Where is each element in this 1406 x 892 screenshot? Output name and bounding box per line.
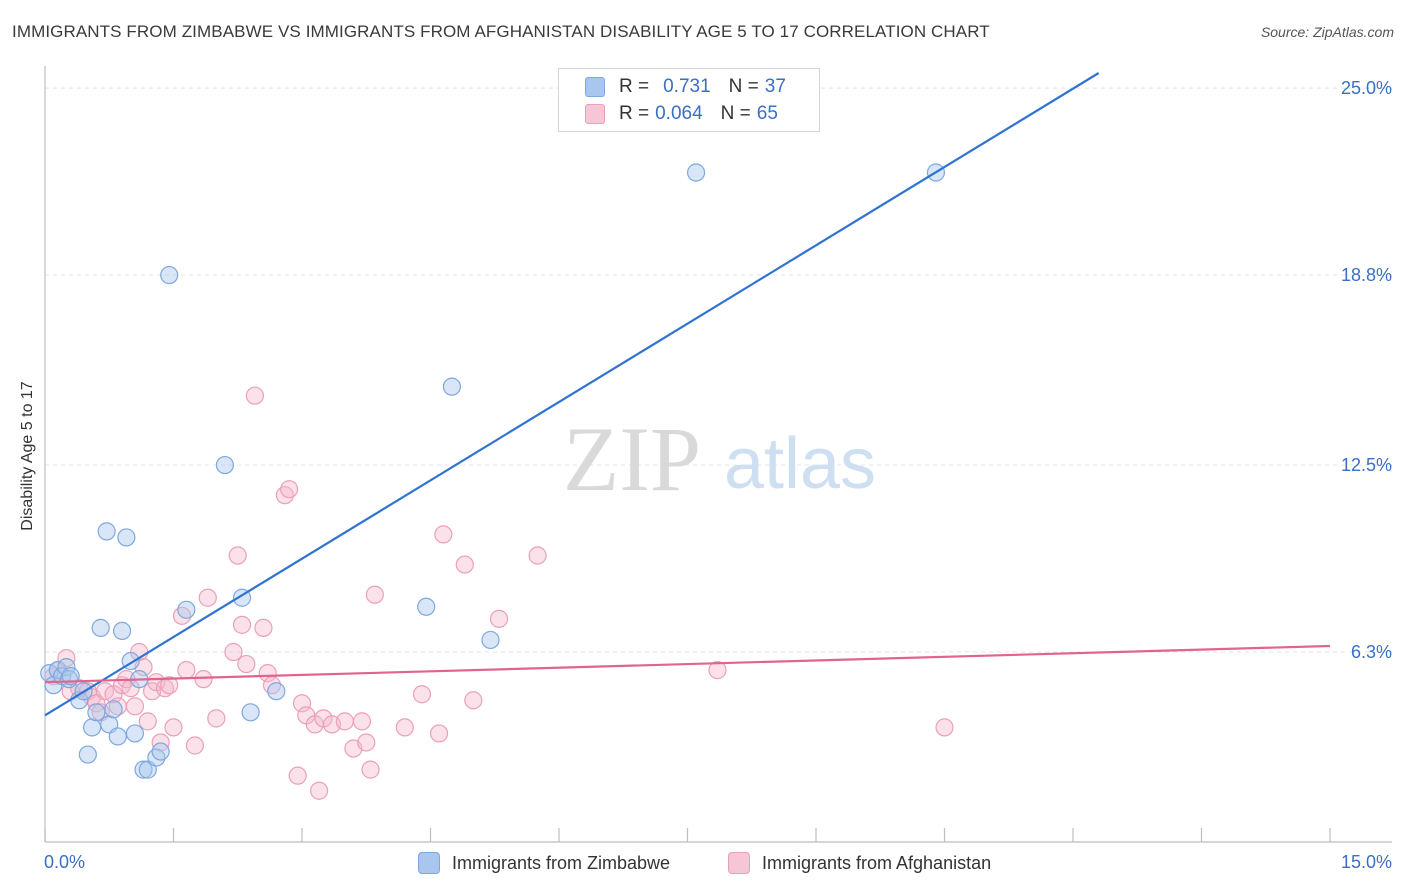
chart-title: IMMIGRANTS FROM ZIMBABWE VS IMMIGRANTS F… xyxy=(12,22,990,41)
afghanistan-point-32 xyxy=(228,546,247,565)
zimbabwe-point-25 xyxy=(151,742,170,761)
afghanistan-point-36 xyxy=(254,618,273,637)
afghanistan-point-45 xyxy=(310,781,329,800)
afghanistan-point-57 xyxy=(434,525,453,544)
zimbabwe-point-15 xyxy=(104,700,123,719)
afghanistan-point-50 xyxy=(352,712,372,731)
legend-row-zimbabwe: R = 0.731 N = 37 xyxy=(585,74,786,100)
zimbabwe-trend-line xyxy=(44,72,1100,717)
afghanistan-point-42 xyxy=(292,694,312,713)
correlation-legend: R = 0.731 N = 37 R = 0.064 N = 65 xyxy=(558,68,820,132)
legend-row-afghanistan: R = 0.064 N = 65 xyxy=(585,101,778,127)
zimbabwe-point-5 xyxy=(59,670,79,689)
series-name-afghanistan: Immigrants from Afghanistan xyxy=(762,852,992,873)
afghanistan-point-26 xyxy=(177,661,196,680)
x-tick-min: 0.0% xyxy=(44,852,86,872)
zimbabwe-point-18 xyxy=(117,528,136,547)
zimbabwe-point-33 xyxy=(442,377,462,396)
afghanistan-point-28 xyxy=(194,670,213,689)
zimbabwe-point-10 xyxy=(83,718,102,737)
legend-n-value: 65 xyxy=(756,103,778,124)
afghanistan-point-59 xyxy=(464,691,483,710)
x-tick-max: 15.0% xyxy=(1340,852,1392,872)
series-swatch-afghanistan xyxy=(728,852,750,874)
afghanistan-point-52 xyxy=(361,760,380,779)
y-tick-labels: 6.3% 12.5% 18.8% 25.0% xyxy=(1341,78,1392,662)
zimbabwe-point-17 xyxy=(112,621,132,641)
y-tick-label-0: 6.3% xyxy=(1351,642,1392,662)
afghanistan-point-51 xyxy=(357,733,376,752)
y-axis-label: Disability Age 5 to 17 xyxy=(19,381,36,531)
afghanistan-point-37 xyxy=(258,664,277,683)
series-swatch-zimbabwe xyxy=(418,852,440,874)
afghanistan-point-48 xyxy=(335,712,354,731)
zimbabwe-point-20 xyxy=(125,724,145,743)
legend-r-label: R = xyxy=(619,103,650,124)
afghanistan-point-18 xyxy=(138,712,157,731)
legend-n-label: N = xyxy=(720,103,751,124)
zimbabwe-point-34 xyxy=(481,630,500,650)
source-label: Source: ZipAtlas.com xyxy=(1260,24,1394,40)
legend-swatch-afghanistan xyxy=(585,104,605,124)
afghanistan-trend-line xyxy=(44,644,1331,684)
legend-swatch-zimbabwe xyxy=(585,77,605,97)
afghanistan-point-29 xyxy=(198,588,217,607)
zimbabwe-points xyxy=(40,163,946,779)
zimbabwe-point-13 xyxy=(97,522,116,541)
legend-r-value: 0.731 xyxy=(663,76,711,97)
afghanistan-point-40 xyxy=(280,480,299,499)
afghanistan-point-24 xyxy=(164,718,183,737)
afghanistan-point-33 xyxy=(232,615,252,634)
zimbabwe-point-27 xyxy=(177,600,196,619)
afghanistan-point-63 xyxy=(935,718,954,737)
axes xyxy=(44,66,1392,843)
zimbabwe-point-22 xyxy=(134,760,153,779)
series-name-zimbabwe: Immigrants from Zimbabwe xyxy=(452,852,671,873)
series-legend-afghanistan[interactable]: Immigrants from Afghanistan xyxy=(728,852,991,874)
afghanistan-point-30 xyxy=(207,709,226,728)
zimbabwe-point-30 xyxy=(241,703,260,722)
afghanistan-point-55 xyxy=(412,685,432,704)
afghanistan-point-58 xyxy=(455,555,474,574)
y-tick-label-2: 18.8% xyxy=(1341,265,1392,285)
legend-n-label: N = xyxy=(728,76,759,97)
y-tick-label-3: 25.0% xyxy=(1341,78,1392,98)
zimbabwe-point-28 xyxy=(215,455,234,475)
afghanistan-point-54 xyxy=(395,718,414,737)
afghanistan-point-53 xyxy=(365,585,384,604)
watermark-zip: ZIP xyxy=(563,408,701,510)
watermark: ZIP atlas xyxy=(563,408,876,510)
legend-r-value: 0.064 xyxy=(655,103,703,124)
afghanistan-point-41 xyxy=(288,766,307,785)
zimbabwe-point-32 xyxy=(417,597,436,616)
afghanistan-point-60 xyxy=(489,609,509,628)
zimbabwe-point-11 xyxy=(87,703,106,722)
afghanistan-point-35 xyxy=(245,386,264,405)
afghanistan-point-23 xyxy=(160,676,179,695)
afghanistan-point-31 xyxy=(224,642,243,662)
afghanistan-points xyxy=(44,386,954,800)
afghanistan-point-34 xyxy=(237,654,256,674)
afghanistan-point-15 xyxy=(125,697,145,716)
afghanistan-point-62 xyxy=(708,661,727,680)
y-tick-label-1: 12.5% xyxy=(1341,455,1392,475)
zimbabwe-point-16 xyxy=(108,727,127,746)
watermark-atlas: atlas xyxy=(724,424,876,504)
zimbabwe-point-31 xyxy=(267,682,286,701)
zimbabwe-point-35 xyxy=(686,163,706,182)
legend-r-label: R = xyxy=(619,76,650,97)
trend-lines xyxy=(44,72,1331,717)
afghanistan-point-56 xyxy=(429,724,449,743)
legend-n-value: 37 xyxy=(764,76,786,97)
series-legend-zimbabwe[interactable]: Immigrants from Zimbabwe xyxy=(418,852,670,874)
afghanistan-point-27 xyxy=(185,736,205,755)
zimbabwe-point-12 xyxy=(91,618,110,637)
zimbabwe-point-9 xyxy=(78,745,97,764)
afghanistan-point-61 xyxy=(528,546,547,565)
grid-lines xyxy=(45,87,1392,653)
series-legend: Immigrants from Zimbabwe Immigrants from… xyxy=(0,852,1406,876)
zimbabwe-point-26 xyxy=(160,265,179,285)
